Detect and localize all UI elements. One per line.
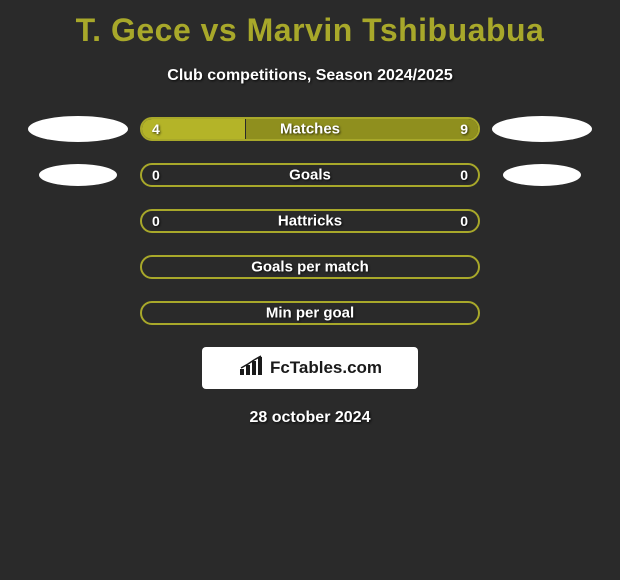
stat-bar: 4 9 Matches bbox=[140, 117, 480, 141]
value-left: 0 bbox=[152, 167, 160, 183]
value-left: 4 bbox=[152, 121, 160, 137]
value-left: 0 bbox=[152, 213, 160, 229]
value-right: 9 bbox=[460, 121, 468, 137]
decor-left bbox=[28, 164, 128, 186]
comparison-rows: 4 9 Matches 0 0 Goals 0 0 Hattricks Goals per mat… bbox=[0, 117, 620, 325]
comparison-row: 0 0 Hattricks bbox=[0, 209, 620, 233]
ellipse-icon bbox=[503, 164, 581, 186]
chart-icon bbox=[238, 355, 266, 382]
stat-label: Matches bbox=[280, 121, 340, 138]
stat-bar: 0 0 Goals bbox=[140, 163, 480, 187]
stat-bar: Min per goal bbox=[140, 301, 480, 325]
decor-left bbox=[28, 116, 128, 142]
stat-bar: 0 0 Hattricks bbox=[140, 209, 480, 233]
decor-right bbox=[492, 164, 592, 186]
badge-text: FcTables.com bbox=[270, 358, 382, 378]
stat-label: Goals bbox=[289, 167, 331, 184]
ellipse-icon bbox=[39, 164, 117, 186]
stat-label: Goals per match bbox=[251, 259, 369, 276]
subtitle: Club competitions, Season 2024/2025 bbox=[0, 67, 620, 85]
stat-label: Hattricks bbox=[278, 213, 342, 230]
comparison-row: Goals per match bbox=[0, 255, 620, 279]
source-badge: FcTables.com bbox=[202, 347, 418, 389]
comparison-row: 4 9 Matches bbox=[0, 117, 620, 141]
value-right: 0 bbox=[460, 213, 468, 229]
comparison-row: Min per goal bbox=[0, 301, 620, 325]
page-title: T. Gece vs Marvin Tshibuabua bbox=[0, 0, 620, 49]
stat-label: Min per goal bbox=[266, 305, 354, 322]
date-label: 28 october 2024 bbox=[0, 409, 620, 427]
stat-bar: Goals per match bbox=[140, 255, 480, 279]
ellipse-icon bbox=[492, 116, 592, 142]
value-right: 0 bbox=[460, 167, 468, 183]
ellipse-icon bbox=[28, 116, 128, 142]
decor-right bbox=[492, 116, 592, 142]
comparison-row: 0 0 Goals bbox=[0, 163, 620, 187]
